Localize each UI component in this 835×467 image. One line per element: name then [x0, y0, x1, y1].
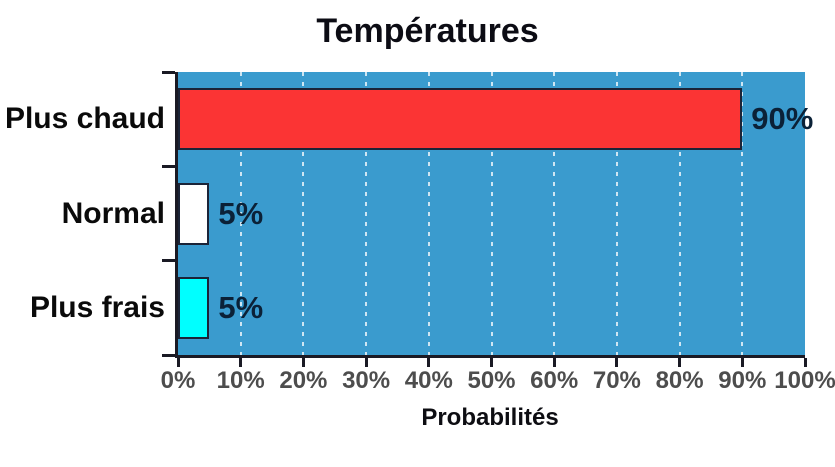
- x-axis-tick-50: [490, 358, 493, 367]
- y-axis-tick: [162, 70, 175, 74]
- bar-normal: [178, 182, 210, 245]
- x-axis-tick-0: [176, 358, 180, 367]
- x-tick-label-90: 90%: [718, 367, 767, 394]
- plot-area: [175, 72, 805, 358]
- x-tick-label-60: 60%: [530, 367, 579, 394]
- x-axis-tick-80: [678, 358, 682, 367]
- x-axis-tick-10: [239, 358, 243, 367]
- category-label-plus-chaud: Plus chaud: [4, 102, 165, 136]
- y-axis-tick: [162, 259, 175, 263]
- gridline-70: [615, 72, 618, 355]
- y-axis-tick: [162, 353, 175, 357]
- x-tick-label-10: 10%: [216, 367, 265, 394]
- gridline-40: [427, 72, 430, 355]
- value-label-plus-frais: 5%: [218, 289, 264, 325]
- x-axis-tick-100: [803, 358, 807, 367]
- x-tick-label-40: 40%: [404, 367, 453, 394]
- gridline-50: [490, 72, 493, 355]
- x-axis-tick-40: [427, 358, 431, 367]
- x-tick-label-70: 70%: [592, 367, 641, 394]
- gridline-60: [553, 72, 556, 355]
- x-axis-label: Probabilités: [421, 404, 559, 431]
- x-axis-tick-90: [740, 358, 744, 367]
- x-axis-tick-70: [615, 358, 619, 367]
- x-tick-label-20: 20%: [279, 367, 328, 394]
- gridline-80: [678, 72, 681, 355]
- gridline-90: [741, 72, 744, 355]
- x-tick-label-100: 100%: [774, 367, 835, 394]
- x-axis-tick-60: [552, 358, 556, 367]
- x-tick-label-0: 0%: [160, 367, 196, 394]
- x-tick-label-30: 30%: [342, 367, 391, 394]
- gridline-30: [365, 72, 368, 355]
- x-axis-tick-30: [364, 358, 368, 367]
- x-tick-label-50: 50%: [467, 367, 516, 394]
- x-axis-tick-20: [301, 358, 305, 367]
- y-axis-tick: [162, 164, 175, 168]
- x-tick-label-80: 80%: [655, 367, 704, 394]
- category-label-plus-frais: Plus frais: [29, 290, 165, 324]
- chart-title: Températures: [316, 12, 539, 50]
- value-label-normal: 5%: [218, 195, 264, 231]
- bar-plus-chaud: [178, 88, 743, 151]
- category-label-normal: Normal: [61, 196, 165, 230]
- gridline-10: [239, 72, 242, 355]
- value-label-plus-chaud: 90%: [751, 101, 814, 137]
- gridline-20: [302, 72, 305, 355]
- bar-plus-frais: [178, 276, 210, 339]
